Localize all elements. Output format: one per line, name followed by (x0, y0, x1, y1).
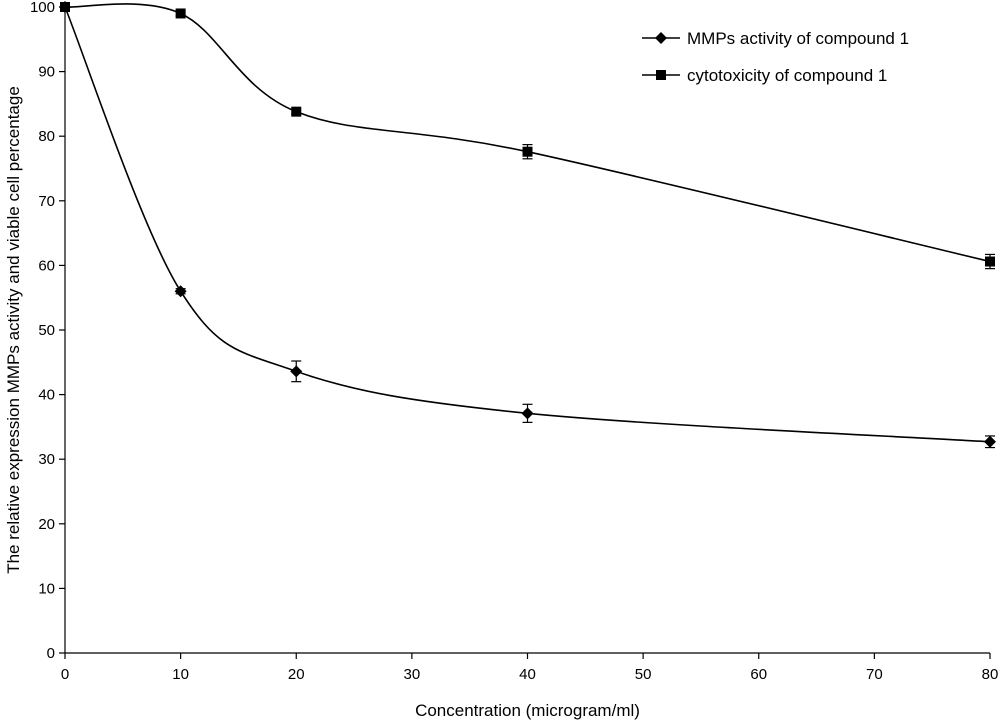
x-tick-label: 20 (288, 666, 305, 683)
legend-marker (655, 32, 667, 44)
data-point (290, 365, 303, 378)
legend: MMPs activity of compound 1 cytotoxicity … (642, 29, 909, 85)
y-tick-label: 60 (38, 257, 55, 274)
x-axis-title: Concentration (microgram/ml) (415, 701, 640, 720)
y-tick-label: 80 (38, 128, 55, 145)
x-tick-label: 60 (750, 666, 767, 683)
x-tick-label: 70 (866, 666, 883, 683)
data-point (985, 256, 995, 267)
data-point (175, 8, 186, 19)
series-layer (59, 1, 996, 449)
y-tick-label: 20 (38, 516, 55, 533)
y-tick-label: 40 (38, 387, 55, 404)
data-point (60, 2, 70, 12)
series-2 (60, 2, 995, 270)
x-tick-label: 50 (635, 666, 652, 683)
series-line (64, 6, 991, 443)
y-tick-label: 50 (38, 322, 55, 339)
y-tick-label: 0 (47, 645, 55, 662)
y-tick-label: 90 (38, 64, 55, 81)
y-tick-label: 100 (30, 0, 55, 16)
legend-entry-1: MMPs activity of compound 1 (642, 29, 909, 48)
legend-marker (656, 70, 666, 80)
y-tick-label: 30 (38, 451, 55, 468)
x-tick-label: 0 (61, 666, 69, 683)
x-tick-label: 80 (982, 666, 999, 683)
legend-label: cytotoxicity of compound 1 (687, 66, 887, 85)
data-point (522, 146, 533, 157)
axes: 0 10 20 30 40 50 60 70 80 90 100 0 10 20 30 40 50 60 70 80 (30, 0, 998, 683)
x-tick-label: 30 (404, 666, 421, 683)
data-point (291, 106, 302, 117)
y-tick-label: 10 (38, 580, 55, 597)
data-point (521, 407, 534, 420)
legend-entry-2: cytotoxicity of compound 1 (642, 66, 887, 85)
y-tick-label: 70 (38, 193, 55, 210)
legend-label: MMPs activity of compound 1 (687, 29, 909, 48)
x-tick-label: 40 (519, 666, 536, 683)
y-axis-title: The relative expression MMPs activity an… (4, 86, 23, 574)
data-point (174, 285, 187, 298)
data-point (984, 435, 996, 448)
x-tick-label: 10 (172, 666, 189, 683)
